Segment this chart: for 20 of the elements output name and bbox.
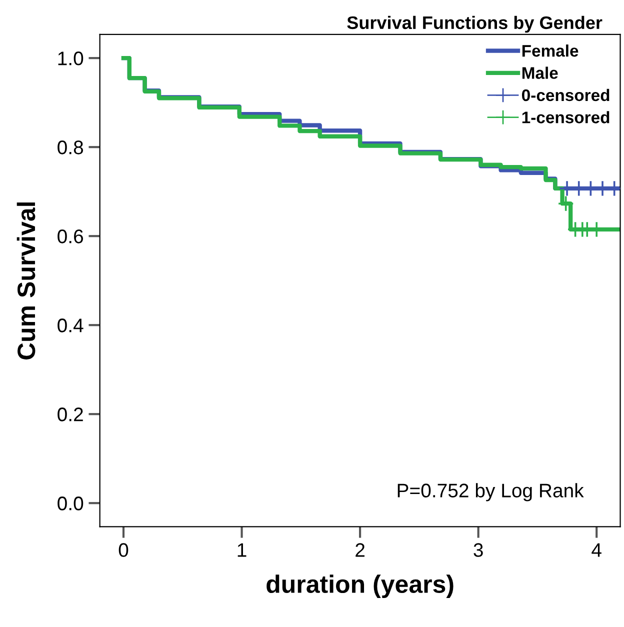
y-tick-label: 0.0 — [58, 496, 84, 510]
y-axis-title: Cum Survival — [16, 202, 36, 360]
y-tick-label: 0.8 — [58, 140, 84, 154]
y-tick-label: 0.2 — [58, 408, 83, 422]
legend-label: Male — [522, 66, 558, 79]
legend-label: 0-censored — [522, 88, 610, 102]
x-tick-label: 1 — [238, 543, 246, 557]
x-tick-label: 2 — [356, 543, 364, 557]
x-axis-title: duration (years) — [266, 574, 454, 598]
point — [558, 195, 574, 212]
legend-label: Female — [522, 44, 578, 57]
y-tick-label: 0.6 — [58, 230, 84, 244]
chart-title: Survival Functions by Gender — [347, 16, 602, 33]
x-tick-label: 0 — [118, 543, 128, 557]
legend-label: 1-censored — [522, 111, 610, 124]
y-tick-label: 0.4 — [58, 318, 84, 332]
x-tick-label: 3 — [474, 543, 483, 557]
x-tick-label: 4 — [592, 543, 602, 557]
annotation: P=0.752 by Log Rank — [398, 483, 584, 502]
y-tick-label: 1.0 — [58, 52, 84, 66]
